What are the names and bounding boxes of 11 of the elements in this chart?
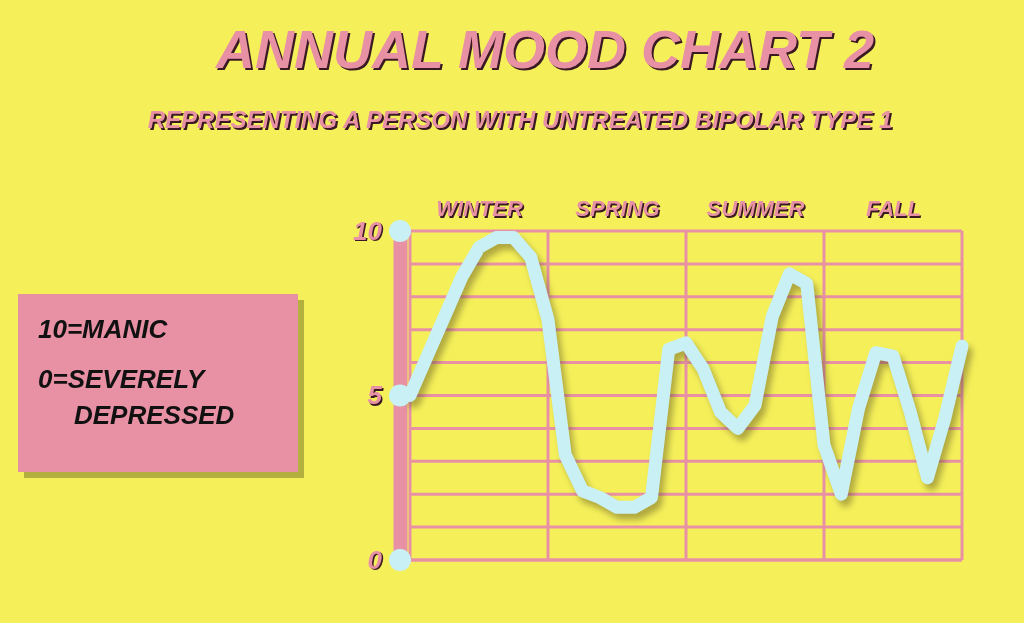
- x-tick-label: SPRING: [575, 196, 660, 221]
- chart-title: ANNUAL MOOD CHART 2: [213, 19, 875, 79]
- y-tick-label: 0: [367, 544, 383, 575]
- text: 0=SEVERELY DEPRESSED: [38, 364, 235, 430]
- x-tick-label: WINTER: [436, 196, 523, 221]
- y-tick-label: 5: [367, 380, 383, 411]
- text: 10=MANIC: [38, 314, 169, 344]
- chart-subtitle: REPRESENTING A PERSON WITH UNTREATED BIPOLAR TYPE 1: [147, 106, 893, 133]
- x-tick-label: SUMMER: [706, 196, 805, 221]
- x-tick-label: FALL: [866, 196, 921, 221]
- y-tick-label: 10: [353, 215, 383, 246]
